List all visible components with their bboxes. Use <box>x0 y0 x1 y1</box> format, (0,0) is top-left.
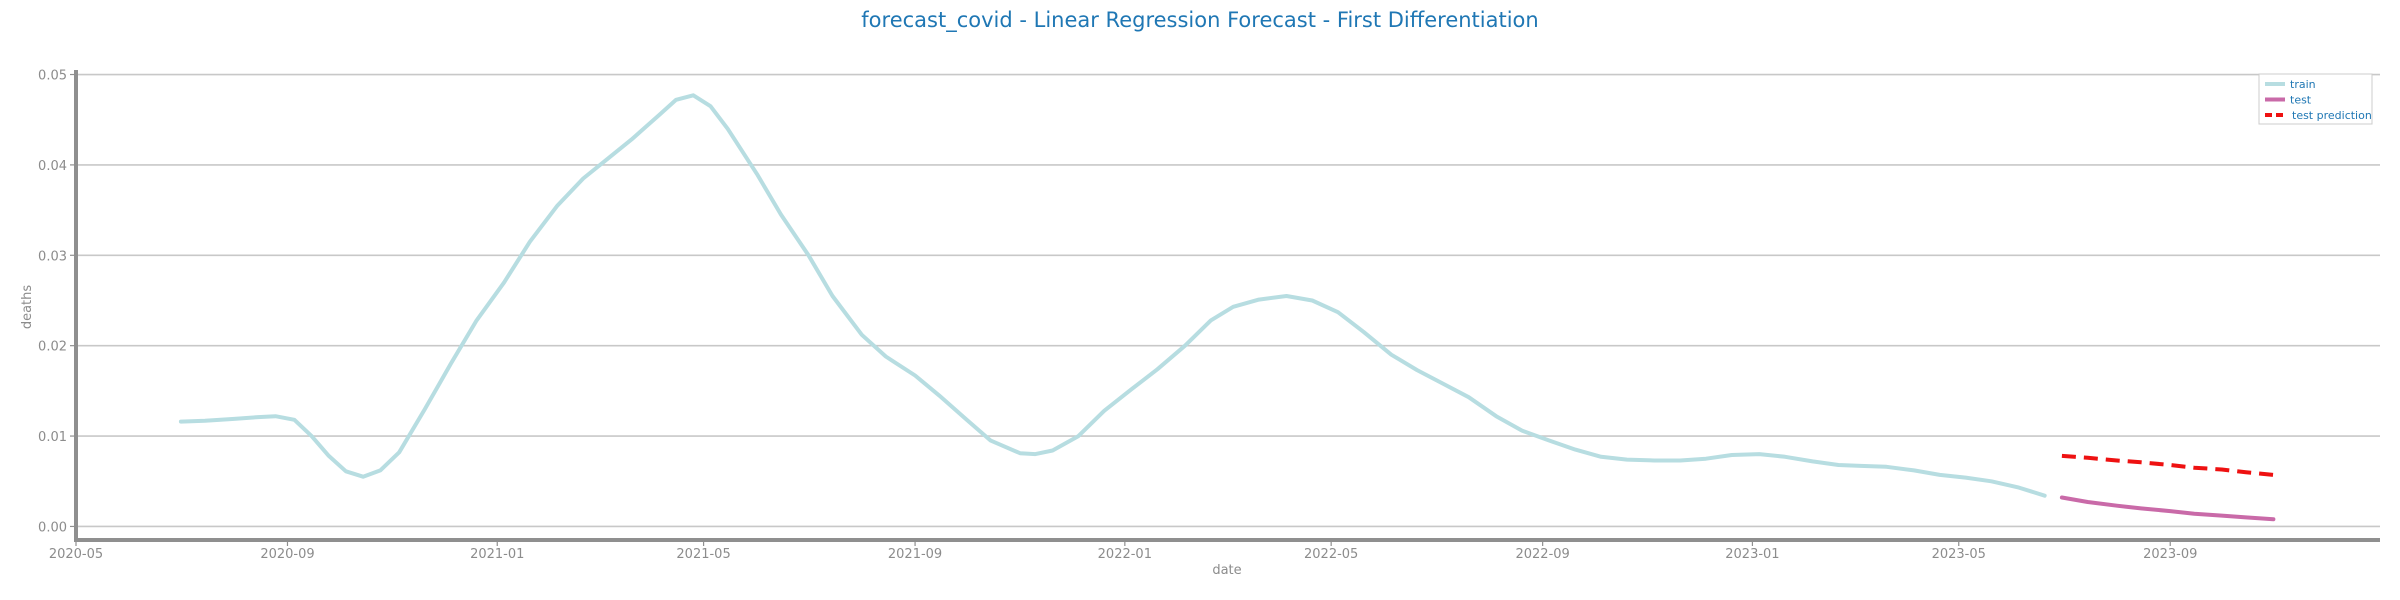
legend: train test test prediction <box>2258 73 2373 125</box>
y-tick-label: 0.02 <box>38 340 67 355</box>
y-tick-label: 0.00 <box>38 520 67 535</box>
y-tick-label: 0.04 <box>38 159 67 174</box>
legend-entry: test prediction <box>2292 109 2372 122</box>
x-tick-label: 2023-01 <box>1725 547 1779 562</box>
chart-title: forecast_covid - Linear Regression Forec… <box>861 8 1538 33</box>
x-tick-label: 2022-09 <box>1515 547 1569 562</box>
x-axis-ticks: 2020-05 2020-09 2021-01 2021-05 2021-09 2022-… <box>49 540 2197 562</box>
x-tick-label: 2023-09 <box>2143 547 2197 562</box>
x-tick-label: 2021-09 <box>888 547 942 562</box>
series-line-train <box>178 93 2047 498</box>
x-tick-label: 2020-09 <box>260 547 314 562</box>
x-tick-label: 2020-05 <box>49 547 103 562</box>
y-tick-label: 0.01 <box>38 430 67 445</box>
y-axis-label: deaths <box>20 285 35 330</box>
y-tick-label: 0.05 <box>38 69 67 84</box>
axes <box>74 70 2380 542</box>
legend-entry: train <box>2290 78 2316 91</box>
y-tick-label: 0.03 <box>38 249 67 264</box>
x-tick-label: 2021-05 <box>676 547 730 562</box>
x-tick-label: 2023-05 <box>1932 547 1986 562</box>
series-line-test <box>2059 495 2276 522</box>
x-tick-label: 2022-01 <box>1098 547 1152 562</box>
series-lines <box>178 93 2276 522</box>
gridlines <box>76 73 2380 528</box>
x-tick-label: 2022-05 <box>1304 547 1358 562</box>
x-tick-label: 2021-01 <box>470 547 524 562</box>
x-axis-label: date <box>1212 563 1241 578</box>
series-line-test-prediction <box>2061 453 2274 477</box>
y-axis-ticks: 0.00 0.01 0.02 0.03 0.04 0.05 <box>38 69 76 535</box>
legend-entry: test <box>2290 94 2312 107</box>
